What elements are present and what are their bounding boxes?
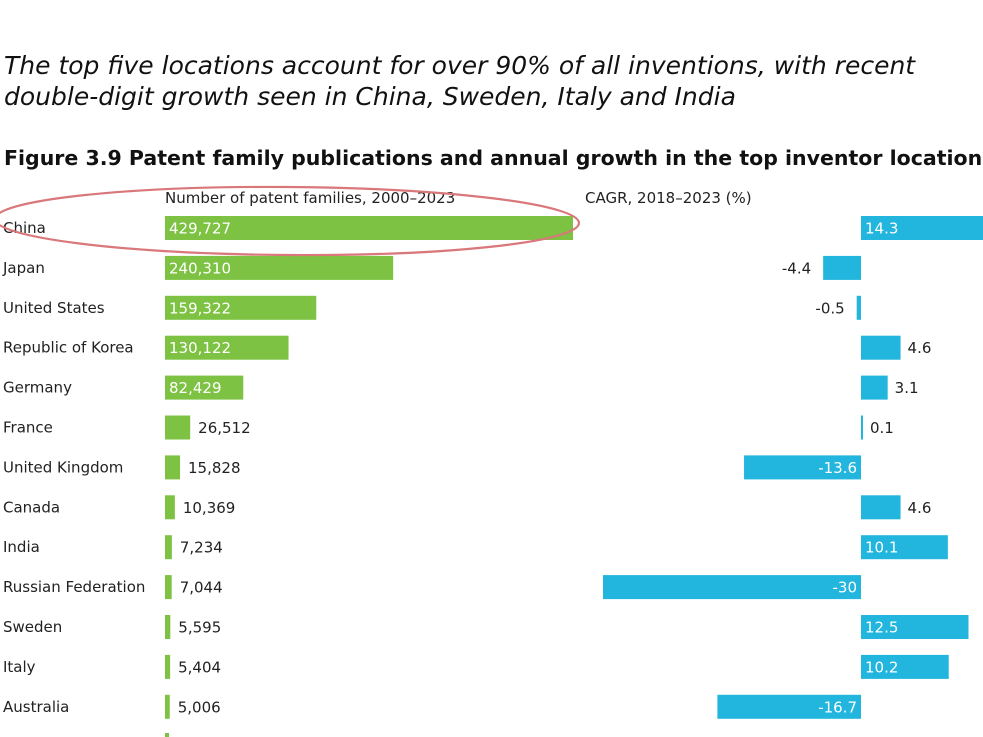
cagr-bar-india — [861, 535, 948, 560]
cagr-value-label-india: 10.1 — [865, 539, 898, 557]
cagr-value-label-germany: 3.1 — [895, 379, 919, 397]
cagr-bar-france — [861, 415, 863, 440]
category-label-united-kingdom: United Kingdom — [3, 458, 123, 476]
patent-value-label-france: 26,512 — [198, 419, 251, 437]
chart-row-italy: Italy 5,404 10.2 — [3, 654, 949, 679]
patent-bar-stub — [165, 733, 169, 737]
patent-bar-sweden — [165, 615, 171, 639]
chart-row-canada: Canada 10,369 4.6 — [3, 495, 932, 520]
patent-value-label-united-kingdom: 15,828 — [188, 459, 241, 477]
chart-row-united-kingdom: United Kingdom 15,828 -13.6 — [3, 455, 861, 480]
patent-bar-united-kingdom — [165, 455, 181, 480]
patent-value-label-sweden: 5,595 — [178, 619, 221, 637]
cagr-bar-united-states — [856, 295, 861, 320]
category-label-republic-of-korea: Republic of Korea — [3, 339, 134, 357]
cagr-value-label-united-states: -0.5 — [815, 299, 844, 317]
cagr-bar-australia — [717, 694, 861, 719]
cagr-value-label-italy: 10.2 — [865, 658, 898, 676]
figure-title: Figure 3.9 Patent family publications an… — [4, 146, 983, 170]
patent-value-label-australia: 5,006 — [178, 698, 221, 716]
cagr-value-label-sweden: 12.5 — [865, 619, 898, 637]
patent-value-label-republic-of-korea: 130,122 — [169, 339, 231, 357]
category-label-russian-federation: Russian Federation — [3, 578, 145, 596]
category-label-sweden: Sweden — [3, 618, 62, 636]
cagr-value-label-china: 14.3 — [865, 220, 898, 238]
cagr-bar-japan — [823, 255, 861, 280]
highlight-ellipse — [0, 185, 581, 257]
patent-value-label-india: 7,234 — [180, 539, 223, 557]
patent-bar-united-states — [165, 295, 317, 320]
cagr-bar-republic-of-korea — [861, 335, 901, 360]
cagr-bar-canada — [861, 495, 901, 520]
patent-value-label-china: 429,727 — [169, 220, 231, 238]
patent-bar-australia — [165, 694, 170, 719]
category-label-india: India — [3, 538, 40, 556]
cagr-bar-russian-federation — [603, 575, 861, 600]
patent-bar-japan — [165, 255, 394, 280]
cagr-value-label-japan: -4.4 — [782, 259, 811, 277]
cagr-value-label-france: 0.1 — [870, 419, 894, 437]
cagr-bar-germany — [861, 375, 888, 400]
patent-value-label-united-states: 159,322 — [169, 299, 231, 317]
patent-bar-russian-federation — [165, 575, 172, 600]
chart-row-sweden: Sweden 5,595 12.5 — [3, 615, 969, 639]
category-label-united-states: United States — [3, 299, 105, 317]
cagr-value-label-canada: 4.6 — [908, 499, 932, 517]
patent-bar-india — [165, 535, 172, 560]
category-label-japan: Japan — [2, 259, 45, 277]
cagr-bar-china — [861, 216, 983, 240]
patent-value-label-italy: 5,404 — [178, 658, 221, 676]
cagr-bar-united-kingdom — [744, 455, 861, 480]
category-label-australia: Australia — [3, 698, 69, 716]
headline: The top five locations account for over … — [4, 51, 916, 111]
chart-row-india: India 7,234 10.1 — [3, 535, 948, 560]
chart-row-france: France 26,512 0.1 — [3, 415, 894, 440]
patent-value-label-russian-federation: 7,044 — [180, 579, 223, 597]
patent-value-label-canada: 10,369 — [183, 499, 236, 517]
cagr-value-label-russian-federation: -30 — [833, 579, 858, 597]
chart-row-united-states: United States 159,322 -0.5 — [3, 295, 861, 320]
patent-bar-germany — [165, 375, 244, 400]
patent-value-label-japan: 240,310 — [169, 259, 231, 277]
category-label-france: France — [3, 419, 53, 437]
chart-row-japan: Japan 240,310 -4.4 — [2, 255, 861, 280]
patent-bar-republic-of-korea — [165, 335, 289, 360]
chart-row-russian-federation: Russian Federation 7,044 -30 — [3, 575, 861, 600]
series-title-patent-families: Number of patent families, 2000–2023 — [165, 189, 455, 207]
cagr-value-label-australia: -16.7 — [818, 698, 857, 716]
patent-bar-china — [165, 216, 573, 240]
cagr-bar-italy — [861, 654, 949, 679]
patent-value-label-germany: 82,429 — [169, 379, 222, 397]
category-label-italy: Italy — [3, 658, 36, 676]
category-label-germany: Germany — [3, 379, 72, 397]
cagr-value-label-republic-of-korea: 4.6 — [908, 339, 932, 357]
chart-row-australia: Australia 5,006 -16.7 — [3, 694, 861, 719]
category-label-china: China — [3, 219, 46, 237]
patent-bar-canada — [165, 495, 175, 520]
chart-row-china: China 429,727 14.3 — [3, 216, 983, 240]
patent-bar-italy — [165, 654, 171, 679]
cagr-bar-sweden — [861, 615, 969, 639]
patent-bar-france — [165, 415, 191, 440]
chart-row-republic-of-korea: Republic of Korea 130,122 4.6 — [3, 335, 932, 360]
series-title-cagr: CAGR, 2018–2023 (%) — [585, 189, 752, 207]
category-label-canada: Canada — [3, 498, 60, 516]
cagr-value-label-united-kingdom: -13.6 — [818, 459, 857, 477]
chart-row-germany: Germany 82,429 3.1 — [3, 375, 919, 400]
